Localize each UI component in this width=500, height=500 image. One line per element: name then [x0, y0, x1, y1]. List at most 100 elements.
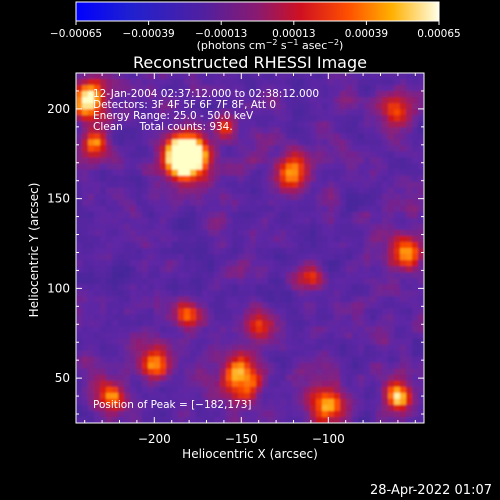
heatmap-cell: [142, 235, 149, 243]
heatmap-cell: [400, 235, 407, 243]
heatmap-cell: [196, 145, 203, 153]
heatmap-cell: [328, 235, 335, 243]
heatmap-cell: [394, 266, 401, 273]
heatmap-cell: [244, 356, 251, 364]
heatmap-cell: [316, 181, 323, 189]
heatmap-cell: [334, 416, 341, 423]
heatmap-cell: [406, 229, 413, 237]
heatmap-cell: [268, 266, 275, 273]
heatmap-cell: [274, 326, 281, 334]
heatmap-cell: [202, 362, 209, 370]
heatmap-cell: [184, 79, 191, 86]
heatmap-cell: [250, 229, 257, 237]
heatmap-cell: [172, 85, 179, 92]
heatmap-cell: [316, 362, 323, 370]
heatmap-cell: [400, 217, 407, 225]
heatmap-cell: [316, 398, 323, 406]
heatmap-cell: [406, 302, 413, 309]
heatmap-cell: [244, 266, 251, 273]
heatmap-cell: [292, 199, 299, 207]
heatmap-cell: [94, 416, 101, 423]
heatmap-cell: [316, 163, 323, 171]
x-tick-label: −100: [312, 432, 345, 446]
heatmap-cell: [220, 338, 227, 346]
heatmap-cell: [406, 320, 413, 328]
heatmap-cell: [178, 266, 185, 273]
heatmap-cell: [292, 272, 299, 279]
heatmap-cell: [346, 350, 353, 358]
heatmap-cell: [286, 229, 293, 237]
heatmap-cell: [178, 241, 185, 249]
heatmap-cell: [94, 272, 101, 279]
heatmap-cell: [280, 79, 287, 86]
heatmap-cell: [328, 223, 335, 231]
heatmap-cell: [274, 416, 281, 423]
heatmap-cell: [244, 73, 251, 80]
heatmap-cell: [304, 187, 311, 195]
heatmap-cell: [310, 320, 317, 328]
heatmap-cell: [232, 157, 239, 165]
heatmap-cell: [220, 380, 227, 388]
heatmap-cell: [328, 416, 335, 423]
heatmap-cell: [406, 416, 413, 423]
heatmap-cell: [382, 127, 389, 134]
heatmap-cell: [298, 374, 305, 382]
heatmap-cell: [100, 308, 107, 315]
heatmap-cell: [370, 169, 377, 177]
heatmap-cell: [310, 85, 317, 92]
heatmap-cell: [160, 410, 167, 418]
heatmap-cell: [142, 350, 149, 358]
heatmap-cell: [286, 272, 293, 279]
heatmap-cell: [130, 368, 137, 376]
heatmap-cell: [76, 314, 83, 322]
heatmap-cell: [292, 223, 299, 231]
heatmap-cell: [82, 302, 89, 309]
heatmap-cell: [112, 248, 119, 255]
heatmap-cell: [196, 199, 203, 207]
heatmap-cell: [202, 248, 209, 255]
heatmap-cell: [214, 217, 221, 225]
heatmap-cell: [208, 79, 215, 86]
heatmap-cell: [100, 248, 107, 255]
heatmap-cell: [220, 308, 227, 315]
heatmap-cell: [112, 133, 119, 140]
heatmap-cell: [160, 278, 167, 285]
heatmap-cell: [118, 290, 125, 297]
heatmap-cell: [400, 248, 407, 255]
heatmap-cell: [394, 97, 401, 104]
heatmap-cell: [316, 115, 323, 122]
heatmap-cell: [352, 151, 359, 159]
heatmap-cell: [238, 284, 245, 291]
heatmap-cell: [352, 362, 359, 370]
heatmap-cell: [328, 314, 335, 322]
heatmap-cell: [112, 374, 119, 382]
heatmap-cell: [190, 374, 197, 382]
heatmap-cell: [244, 211, 251, 219]
heatmap-cell: [106, 398, 113, 406]
heatmap-cell: [244, 241, 251, 249]
heatmap-cell: [268, 314, 275, 322]
heatmap-cell: [358, 314, 365, 322]
heatmap-cell: [388, 79, 395, 86]
heatmap-cell: [124, 362, 131, 370]
heatmap-cell: [274, 217, 281, 225]
heatmap-cell: [172, 175, 179, 183]
heatmap-cell: [94, 266, 101, 273]
heatmap-cell: [154, 272, 161, 279]
heatmap-cell: [196, 205, 203, 213]
heatmap-cell: [358, 133, 365, 140]
heatmap-cell: [118, 145, 125, 153]
heatmap-cell: [220, 266, 227, 273]
heatmap-cell: [124, 145, 131, 153]
heatmap-cell: [184, 97, 191, 104]
heatmap-cell: [112, 127, 119, 134]
colorbar-tick-label: 0.00013: [272, 28, 315, 40]
heatmap-cell: [286, 193, 293, 201]
heatmap-cell: [376, 326, 383, 334]
heatmap-cell: [106, 368, 113, 376]
heatmap-cell: [196, 278, 203, 285]
heatmap-cell: [214, 344, 221, 352]
heatmap-cell: [94, 326, 101, 334]
heatmap-cell: [298, 278, 305, 285]
heatmap-cell: [76, 344, 83, 352]
